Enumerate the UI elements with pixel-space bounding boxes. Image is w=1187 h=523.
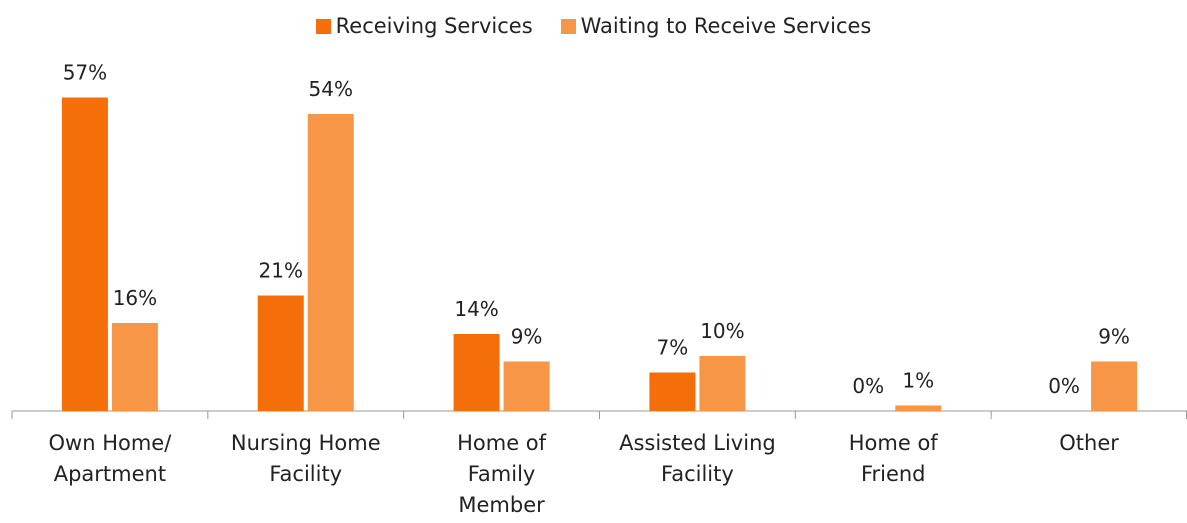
- x-tick-label: Home of Family Member: [457, 431, 547, 517]
- bar: [1091, 361, 1138, 411]
- legend-swatch: [560, 18, 576, 34]
- legend: Receiving Services Waiting to Receive Ser…: [0, 14, 1187, 38]
- legend-label: Waiting to Receive Services: [580, 14, 872, 38]
- bar: [649, 372, 696, 411]
- bar: [699, 356, 746, 411]
- x-tick-label: Nursing Home Facility: [230, 431, 381, 486]
- legend-item: Waiting to Receive Services: [560, 14, 872, 38]
- bar: [503, 361, 550, 411]
- x-tick-label: Home of Friend: [848, 431, 938, 486]
- x-tick-label: Own Home/ Apartment: [48, 431, 172, 486]
- data-label: 0%: [1048, 374, 1080, 398]
- data-label: 9%: [1098, 325, 1130, 349]
- data-label: 57%: [63, 61, 107, 85]
- x-tick-label: Other: [1059, 431, 1119, 455]
- bar: [895, 405, 942, 411]
- data-label: 54%: [309, 77, 353, 101]
- bar: [61, 97, 108, 411]
- data-label: 1%: [902, 369, 934, 393]
- bar: [453, 334, 500, 411]
- legend-item: Receiving Services: [315, 14, 533, 38]
- bar: [111, 323, 158, 411]
- data-label: 10%: [700, 319, 744, 343]
- data-label: 9%: [511, 325, 543, 349]
- x-tick-label: Assisted Living Facility: [619, 431, 776, 486]
- data-label: 7%: [657, 336, 689, 360]
- bar: [307, 114, 354, 411]
- data-label: 21%: [259, 259, 303, 283]
- data-label: 0%: [852, 374, 884, 398]
- bar: [257, 295, 304, 411]
- legend-swatch: [315, 18, 331, 34]
- data-label: 16%: [113, 286, 157, 310]
- legend-label: Receiving Services: [335, 14, 533, 38]
- data-label: 14%: [454, 297, 498, 321]
